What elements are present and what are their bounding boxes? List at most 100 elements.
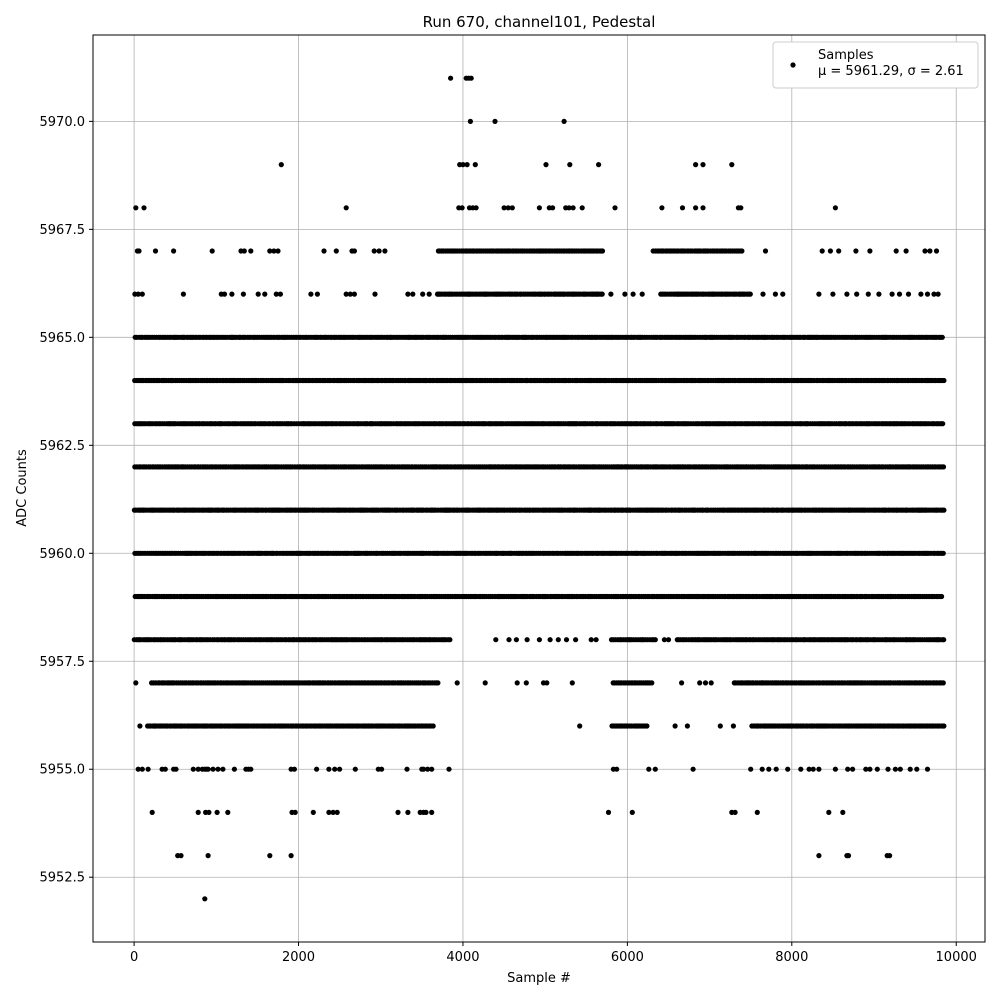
data-point xyxy=(931,291,937,297)
data-point xyxy=(202,896,208,902)
x-axis-label: Sample # xyxy=(507,971,571,986)
data-point xyxy=(816,291,822,297)
data-point xyxy=(468,75,474,81)
data-point xyxy=(836,248,842,254)
data-point xyxy=(639,291,645,297)
data-point xyxy=(405,809,411,816)
data-point xyxy=(347,291,353,297)
data-point xyxy=(248,248,254,254)
data-point xyxy=(652,766,658,772)
data-point xyxy=(561,118,567,124)
data-point xyxy=(482,680,488,686)
data-point xyxy=(730,723,737,729)
data-point xyxy=(840,809,846,816)
data-point xyxy=(273,291,279,297)
data-point xyxy=(221,291,228,297)
data-point xyxy=(573,637,579,643)
data-point xyxy=(924,291,931,297)
data-point xyxy=(292,809,298,816)
data-point xyxy=(275,248,281,254)
data-point xyxy=(905,291,912,297)
data-point xyxy=(420,291,426,297)
data-point xyxy=(827,248,834,254)
data-point xyxy=(939,334,945,340)
data-point xyxy=(326,766,332,772)
data-point xyxy=(933,248,940,254)
data-point xyxy=(780,291,786,297)
y-tick-label: 5965.0 xyxy=(40,331,86,346)
data-point xyxy=(816,766,822,772)
data-point xyxy=(897,766,903,772)
data-point xyxy=(693,205,699,211)
data-point xyxy=(644,723,650,729)
x-tick-label: 6000 xyxy=(611,950,644,965)
data-point xyxy=(139,291,145,297)
data-point xyxy=(382,248,388,254)
data-point xyxy=(567,162,573,168)
data-point xyxy=(889,291,895,297)
x-tick-label: 0 xyxy=(130,950,138,965)
data-point xyxy=(896,291,903,297)
data-point xyxy=(435,680,441,686)
data-point xyxy=(395,809,401,816)
data-point xyxy=(729,162,735,168)
data-point xyxy=(171,248,177,254)
data-point xyxy=(927,248,933,254)
data-point xyxy=(332,766,338,772)
data-point xyxy=(454,680,460,686)
data-point xyxy=(941,507,947,513)
data-point xyxy=(588,637,594,643)
data-point xyxy=(205,853,211,859)
data-point xyxy=(137,723,143,729)
data-point xyxy=(240,291,246,297)
data-point xyxy=(940,550,946,556)
data-point xyxy=(853,248,859,254)
data-point xyxy=(446,766,452,772)
data-point xyxy=(772,291,779,297)
y-tick-label: 5957.5 xyxy=(40,655,86,670)
data-point xyxy=(255,291,261,297)
data-point xyxy=(523,680,529,686)
data-point xyxy=(762,248,769,254)
data-point xyxy=(867,766,873,772)
data-point xyxy=(314,766,320,772)
y-tick-label: 5955.0 xyxy=(40,763,86,778)
data-point xyxy=(141,205,147,211)
data-point xyxy=(599,291,605,297)
data-point xyxy=(351,248,357,254)
data-point xyxy=(464,162,470,168)
data-point xyxy=(310,809,316,816)
y-tick-label: 5952.5 xyxy=(40,871,86,886)
data-point xyxy=(210,766,216,772)
data-point xyxy=(410,291,416,297)
data-point xyxy=(426,291,432,297)
data-point xyxy=(544,680,550,686)
data-point xyxy=(543,162,549,168)
data-point xyxy=(547,637,553,643)
data-point xyxy=(220,766,226,772)
data-point xyxy=(536,205,543,211)
data-point xyxy=(514,680,520,686)
data-point xyxy=(321,248,327,254)
y-tick-label: 5967.5 xyxy=(40,223,86,238)
data-point xyxy=(684,723,691,729)
data-point xyxy=(935,291,941,297)
data-point xyxy=(376,248,382,254)
data-point xyxy=(649,680,655,686)
y-axis-label: ADC Counts xyxy=(15,449,30,527)
data-point xyxy=(152,248,159,254)
data-point xyxy=(379,766,385,772)
data-point xyxy=(940,421,946,427)
data-point xyxy=(810,766,816,772)
data-point xyxy=(747,291,753,297)
data-point xyxy=(509,205,515,211)
x-tick-label: 2000 xyxy=(282,950,315,965)
data-point xyxy=(867,248,873,254)
data-point xyxy=(136,248,142,254)
data-point xyxy=(652,637,658,643)
data-point xyxy=(708,680,714,686)
data-point xyxy=(826,809,832,816)
data-point xyxy=(429,766,435,772)
